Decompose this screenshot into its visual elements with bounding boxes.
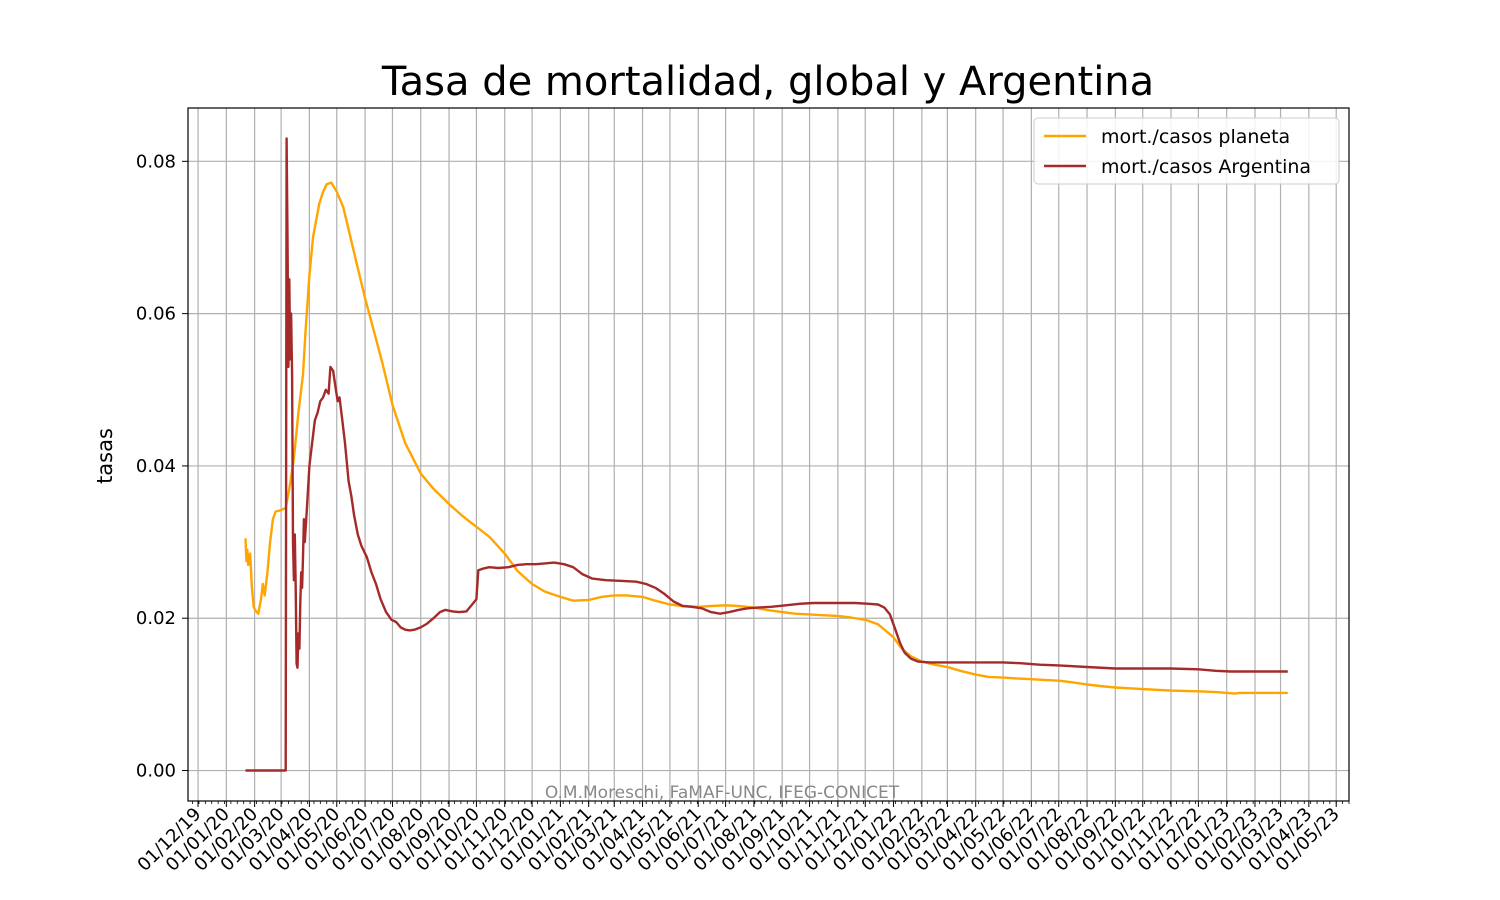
- legend-label-0: mort./casos planeta: [1101, 126, 1290, 148]
- y-tick-label: 0.08: [136, 151, 176, 172]
- series-line-1: [245, 137, 1288, 772]
- x-axis: 01/12/1901/01/2001/02/2001/03/2001/04/20…: [134, 801, 1350, 876]
- grid: [188, 108, 1349, 801]
- series-line-0: [244, 181, 1288, 695]
- y-axis-label: tasas: [93, 428, 117, 484]
- y-axis: 0.00 0.02 0.04 0.06 0.08: [136, 151, 188, 782]
- legend[interactable]: mort./casos planeta mort./casos Argentina: [1033, 117, 1340, 185]
- chart-title: Tasa de mortalidad, global y Argentina: [381, 59, 1154, 105]
- plot-frame: [187, 107, 1350, 802]
- y-tick-label: 0.02: [136, 608, 176, 629]
- series-layer: [244, 137, 1288, 772]
- watermark: O.M.Moreschi, FaMAF-UNC, IFEG-CONICET: [545, 783, 900, 803]
- y-tick-label: 0.04: [136, 456, 176, 477]
- legend-label-1: mort./casos Argentina: [1101, 156, 1311, 178]
- y-tick-label: 0.06: [136, 304, 176, 325]
- legend-box: [1033, 117, 1340, 185]
- y-tick-label: 0.00: [136, 761, 176, 782]
